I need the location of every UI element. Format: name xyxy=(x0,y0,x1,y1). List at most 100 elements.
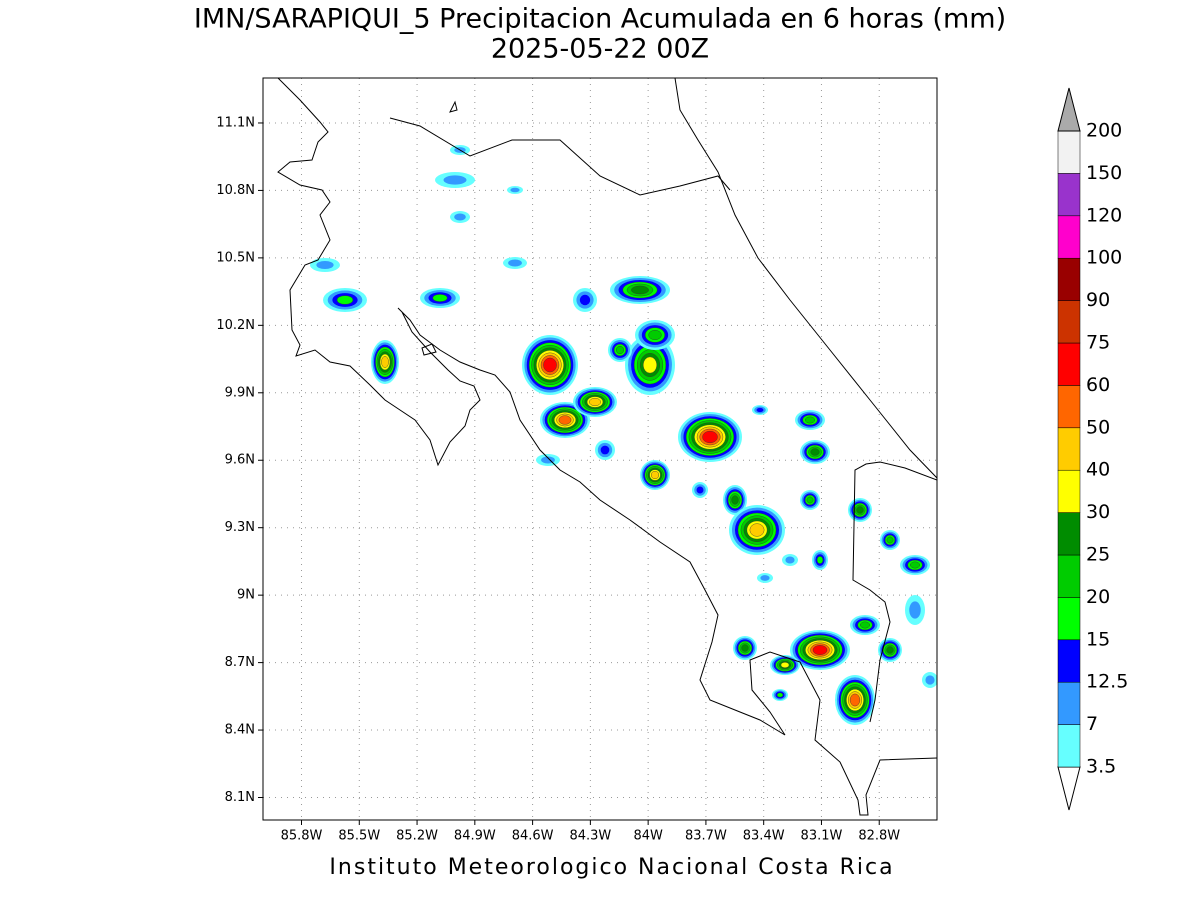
y-tick-label: 8.4N xyxy=(225,723,255,738)
rain-contour xyxy=(650,470,660,480)
island xyxy=(421,100,458,356)
rain-contour xyxy=(648,330,662,341)
rain-contour xyxy=(925,675,935,685)
rain-contour xyxy=(760,575,770,581)
rain-contour xyxy=(910,561,921,569)
rain-contour xyxy=(432,294,448,302)
colorbar-under xyxy=(1057,766,1081,811)
x-tick-label: 82.8W xyxy=(858,829,900,844)
y-tick-label: 9.6N xyxy=(225,453,255,468)
colorbar-label: 75 xyxy=(1086,332,1110,354)
rain-contour xyxy=(543,357,557,373)
y-tick-label: 10.2N xyxy=(216,318,255,333)
panama-border xyxy=(852,461,937,723)
colorbar-segment xyxy=(1057,512,1081,556)
caribbean-coast xyxy=(674,78,937,479)
y-tick-label: 9N xyxy=(237,588,255,603)
colorbar-segment xyxy=(1057,300,1081,344)
rain-contour xyxy=(631,285,649,295)
y-tick-label: 11.1N xyxy=(216,115,255,130)
rain-contour xyxy=(643,356,657,374)
rain-contour xyxy=(816,556,824,564)
rain-contour xyxy=(909,601,921,619)
chart-subtitle: 2025-05-22 00Z xyxy=(491,34,709,65)
rain-contour xyxy=(589,397,601,407)
x-tick-label: 83.1W xyxy=(801,829,843,844)
rain-contour xyxy=(810,448,820,456)
rain-contour xyxy=(812,645,828,655)
rain-contour xyxy=(558,415,572,425)
colorbar-label: 120 xyxy=(1086,204,1122,226)
rain-contour xyxy=(741,644,749,652)
rain-contour xyxy=(336,295,354,305)
coastlines xyxy=(277,78,937,816)
colorbar-segment xyxy=(1057,427,1081,471)
x-tick-label: 85.8W xyxy=(281,829,323,844)
pacific-coast xyxy=(277,78,937,816)
colorbar-label: 60 xyxy=(1086,374,1110,396)
x-tick-label: 85.2W xyxy=(396,829,438,844)
colorbar: 3.5 7 12.5 15 20 25 30 40 50 60 75 90 100 120 150 200 xyxy=(1057,87,1128,811)
colorbar-label: 15 xyxy=(1086,628,1110,650)
footer: Instituto Meteorologico Nacional Costa R… xyxy=(329,855,894,880)
chart-title: IMN/SARAPIQUI_5 Precipitacion Acumulada … xyxy=(194,4,1006,35)
rain-contour xyxy=(508,259,522,267)
x-tick-label: 84W xyxy=(633,829,663,844)
rain-contour xyxy=(785,556,795,564)
rain-contour xyxy=(381,356,389,368)
rain-contour xyxy=(696,486,704,494)
colorbar-label: 90 xyxy=(1086,289,1110,311)
colorbar-label: 150 xyxy=(1086,162,1122,184)
colorbar-over xyxy=(1057,87,1081,132)
colorbar-label: 30 xyxy=(1086,501,1110,523)
colorbar-segment xyxy=(1057,597,1081,641)
rain-contour xyxy=(806,496,814,504)
rain-contour xyxy=(860,621,871,629)
rain-contour xyxy=(886,646,894,654)
x-tick-label: 84.9W xyxy=(454,829,496,844)
colorbar-segment xyxy=(1057,215,1081,259)
rain-contour xyxy=(454,213,466,221)
colorbar-label: 200 xyxy=(1086,120,1122,142)
rain-contour xyxy=(849,693,861,707)
y-tick-label: 10.8N xyxy=(216,183,255,198)
colorbar-segment xyxy=(1057,130,1081,174)
colorbar-segment xyxy=(1057,469,1081,513)
grid: 85.8W 85.5W 85.2W 84.9W 84.6W 84.3W 84W 83.7W 83… xyxy=(216,78,937,844)
y-tick-label: 10.5N xyxy=(216,250,255,265)
x-tick-label: 84.6W xyxy=(512,829,554,844)
x-tick-label: 85.5W xyxy=(338,829,380,844)
rain-contour xyxy=(731,495,739,505)
precipitation-field xyxy=(310,145,937,725)
colorbar-segment xyxy=(1057,257,1081,301)
colorbar-segment xyxy=(1057,681,1081,725)
nicaragua-border xyxy=(389,117,731,196)
colorbar-segment xyxy=(1057,724,1081,768)
y-tick-label: 8.1N xyxy=(225,790,255,805)
colorbar-segment xyxy=(1057,173,1081,217)
colorbar-segment xyxy=(1057,385,1081,429)
rain-contour xyxy=(702,430,718,444)
colorbar-segment xyxy=(1057,639,1081,683)
colorbar-label: 40 xyxy=(1086,459,1110,481)
colorbar-label: 20 xyxy=(1086,586,1110,608)
rain-contour xyxy=(443,175,467,185)
colorbar-label: 12.5 xyxy=(1086,671,1128,693)
x-tick-label: 84.3W xyxy=(569,829,611,844)
x-tick-label: 83.7W xyxy=(685,829,727,844)
x-tick-label: 83.4W xyxy=(743,829,785,844)
rain-contour xyxy=(510,187,520,193)
rain-contour xyxy=(780,662,790,668)
rain-contour xyxy=(856,506,864,514)
rain-contour xyxy=(805,416,816,424)
rain-contour xyxy=(615,345,625,355)
colorbar-segment xyxy=(1057,554,1081,598)
rain-contour xyxy=(886,536,894,544)
colorbar-label: 25 xyxy=(1086,544,1110,566)
colorbar-label: 7 xyxy=(1086,713,1098,735)
rain-contour xyxy=(776,692,784,698)
rain-contour xyxy=(749,523,765,537)
rain-contour xyxy=(600,445,610,455)
rain-contour xyxy=(579,294,591,306)
rain-contour xyxy=(316,260,334,270)
